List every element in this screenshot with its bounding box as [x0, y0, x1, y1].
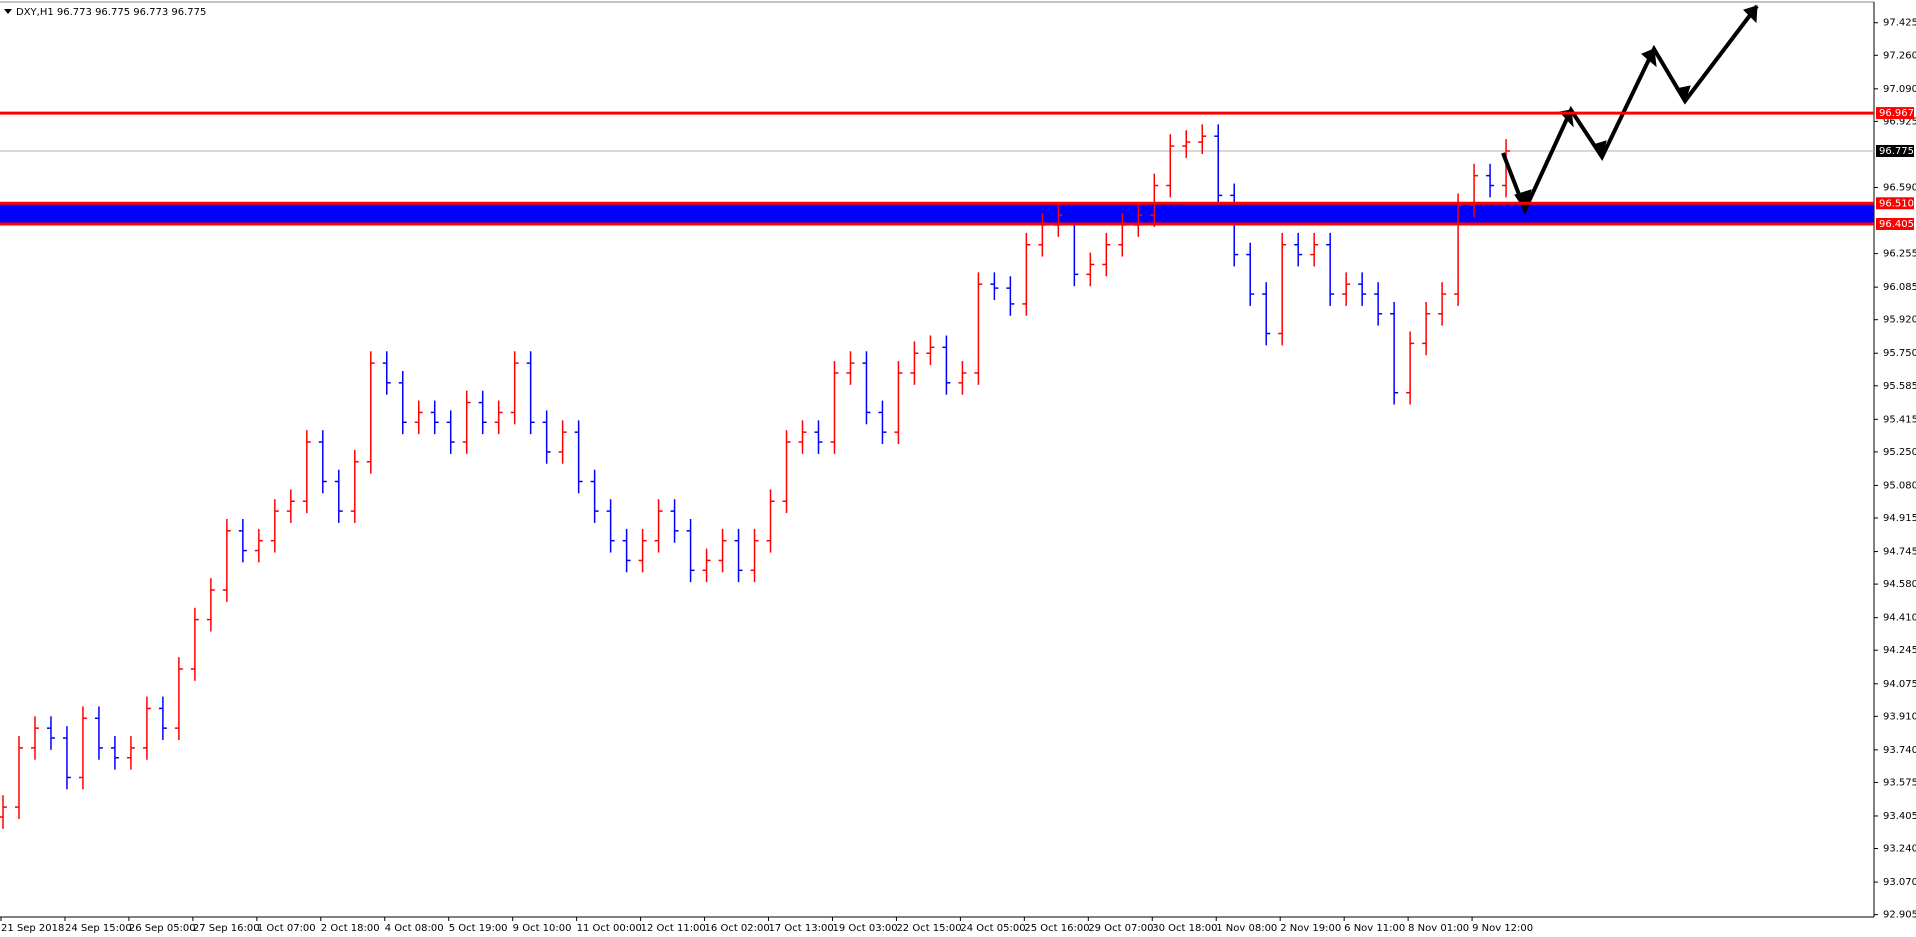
current-label: 96.775	[1879, 146, 1914, 157]
x-tick-label: 16 Oct 02:00	[705, 923, 770, 934]
y-tick-label: 92.905	[1883, 910, 1916, 921]
support-zone	[0, 203, 1874, 224]
y-tick-label: 93.070	[1883, 877, 1916, 888]
y-tick-label: 94.075	[1883, 679, 1916, 690]
menu-triangle	[4, 9, 12, 14]
chart-title: DXY,H1 96.773 96.775 96.773 96.775	[16, 7, 206, 18]
x-tick-label: 2 Oct 18:00	[321, 923, 380, 934]
y-tick-label: 93.405	[1883, 811, 1916, 822]
x-tick-label: 5 Oct 19:00	[449, 923, 508, 934]
level-label: 96.510	[1879, 198, 1914, 209]
x-tick-label: 24 Sep 15:00	[65, 923, 132, 934]
y-tick-label: 93.240	[1883, 844, 1916, 855]
x-tick-label: 2 Nov 19:00	[1280, 923, 1341, 934]
x-tick-label: 9 Nov 12:00	[1472, 923, 1533, 934]
x-tick-label: 25 Oct 16:00	[1024, 923, 1089, 934]
y-tick-label: 96.085	[1883, 282, 1916, 293]
plot	[0, 124, 1874, 829]
y-tick-label: 95.585	[1883, 381, 1916, 392]
y-tick-label: 95.415	[1883, 414, 1916, 425]
x-tick-label: 6 Nov 11:00	[1344, 923, 1405, 934]
y-tick-label: 97.260	[1883, 50, 1916, 61]
x-tick-label: 27 Sep 16:00	[193, 923, 260, 934]
y-tick-label: 97.425	[1883, 18, 1916, 29]
y-tick-label: 93.910	[1883, 711, 1916, 722]
forecast-arrows	[1501, 4, 1759, 216]
y-tick-label: 95.920	[1883, 315, 1916, 326]
level-label: 96.405	[1879, 219, 1914, 230]
y-tick-label: 95.080	[1883, 480, 1916, 491]
y-tick-label: 94.745	[1883, 547, 1916, 558]
y-tick-label: 94.915	[1883, 513, 1916, 524]
x-tick-label: 24 Oct 05:00	[960, 923, 1025, 934]
x-tick-label: 21 Sep 2018	[1, 923, 64, 934]
arrow-head	[1743, 5, 1758, 24]
x-tick-label: 17 Oct 13:00	[769, 923, 834, 934]
y-tick-label: 93.740	[1883, 745, 1916, 756]
arrow-head	[1675, 85, 1691, 103]
x-tick-label: 1 Nov 08:00	[1216, 923, 1277, 934]
x-tick-label: 29 Oct 07:00	[1088, 923, 1153, 934]
arrow-head	[1641, 48, 1657, 68]
y-tick-label: 96.255	[1883, 249, 1916, 260]
y-tick-label: 94.410	[1883, 613, 1916, 624]
level-label-bg	[1876, 197, 1914, 210]
y-tick-label: 96.590	[1883, 182, 1916, 193]
y-tick-label: 95.750	[1883, 348, 1916, 359]
level-label-bg	[1876, 107, 1914, 120]
x-tick-label: 12 Oct 11:00	[641, 923, 706, 934]
x-tick-label: 26 Sep 05:00	[129, 923, 196, 934]
x-tick-label: 4 Oct 08:00	[385, 923, 444, 934]
y-tick-label: 97.090	[1883, 84, 1916, 95]
y-tick-label: 96.925	[1883, 116, 1916, 127]
x-tick-label: 22 Oct 15:00	[896, 923, 961, 934]
current-label-bg	[1876, 144, 1914, 157]
y-tick-label: 94.580	[1883, 579, 1916, 590]
level-label: 96.967	[1879, 108, 1914, 119]
arrow-head	[1592, 140, 1607, 159]
y-tick-label: 95.250	[1883, 447, 1916, 458]
x-tick-label: 9 Oct 10:00	[513, 923, 572, 934]
x-tick-label: 19 Oct 03:00	[832, 923, 897, 934]
x-tick-label: 8 Nov 01:00	[1408, 923, 1469, 934]
y-tick-label: 93.575	[1883, 777, 1916, 788]
x-tick-label: 11 Oct 00:00	[577, 923, 642, 934]
level-label-bg	[1876, 217, 1914, 230]
x-tick-label: 30 Oct 18:00	[1152, 923, 1217, 934]
y-tick-label: 94.245	[1883, 645, 1916, 656]
x-tick-label: 1 Oct 07:00	[257, 923, 316, 934]
